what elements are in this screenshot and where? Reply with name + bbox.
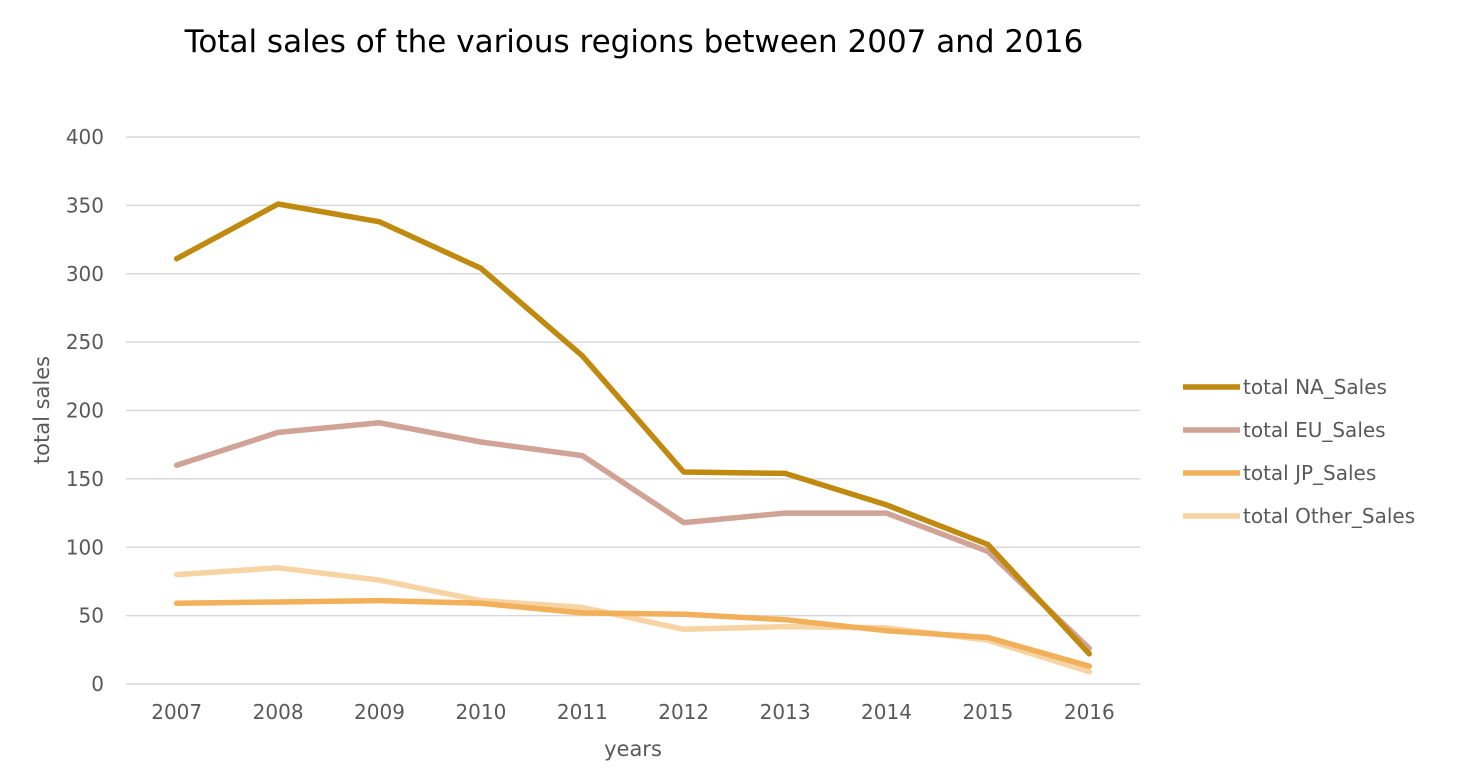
series-line-jp [173,597,1093,669]
y-tick-label: 0 [91,672,104,696]
y-tick-label: 200 [66,399,104,423]
x-tick-labels: 2007 2008 2009 2010 2011 2012 2013 2014 2015 2016 [151,700,1115,724]
y-tick-label: 350 [66,193,104,217]
y-tick-label: 250 [66,330,104,354]
legend-item-na[interactable]: total NA_Sales [1183,375,1387,399]
series-line-eu [173,420,1093,652]
x-axis-title: years [604,737,662,761]
y-tick-label: 400 [66,125,104,149]
y-axis-title: total sales [30,356,54,464]
x-tick-label: 2013 [760,700,811,724]
x-tick-label: 2016 [1064,700,1115,724]
x-tick-label: 2012 [658,700,709,724]
series-line-na [173,201,1093,657]
x-tick-label: 2007 [151,700,202,724]
y-tick-label: 100 [66,535,104,559]
series-line-other [173,565,1093,675]
legend-item-other[interactable]: total Other_Sales [1183,504,1415,528]
y-tick-label: 300 [66,262,104,286]
series-lines [173,201,1093,675]
y-tick-labels: 0 50 100 150 200 250 300 350 400 [66,125,104,696]
legend-item-eu[interactable]: total EU_Sales [1183,418,1386,442]
legend-label: total EU_Sales [1243,418,1386,442]
x-tick-label: 2010 [455,700,506,724]
chart-title: Total sales of the various regions betwe… [184,24,1084,60]
x-tick-label: 2014 [861,700,912,724]
legend-label: total JP_Sales [1243,461,1376,485]
x-tick-label: 2008 [253,700,304,724]
legend-label: total NA_Sales [1243,375,1387,399]
legend-label: total Other_Sales [1243,504,1415,528]
y-tick-label: 50 [79,604,104,628]
x-tick-label: 2015 [962,700,1013,724]
legend-item-jp[interactable]: total JP_Sales [1183,461,1376,485]
y-tick-label: 150 [66,467,104,491]
x-tick-label: 2011 [557,700,608,724]
x-tick-label: 2009 [354,700,405,724]
